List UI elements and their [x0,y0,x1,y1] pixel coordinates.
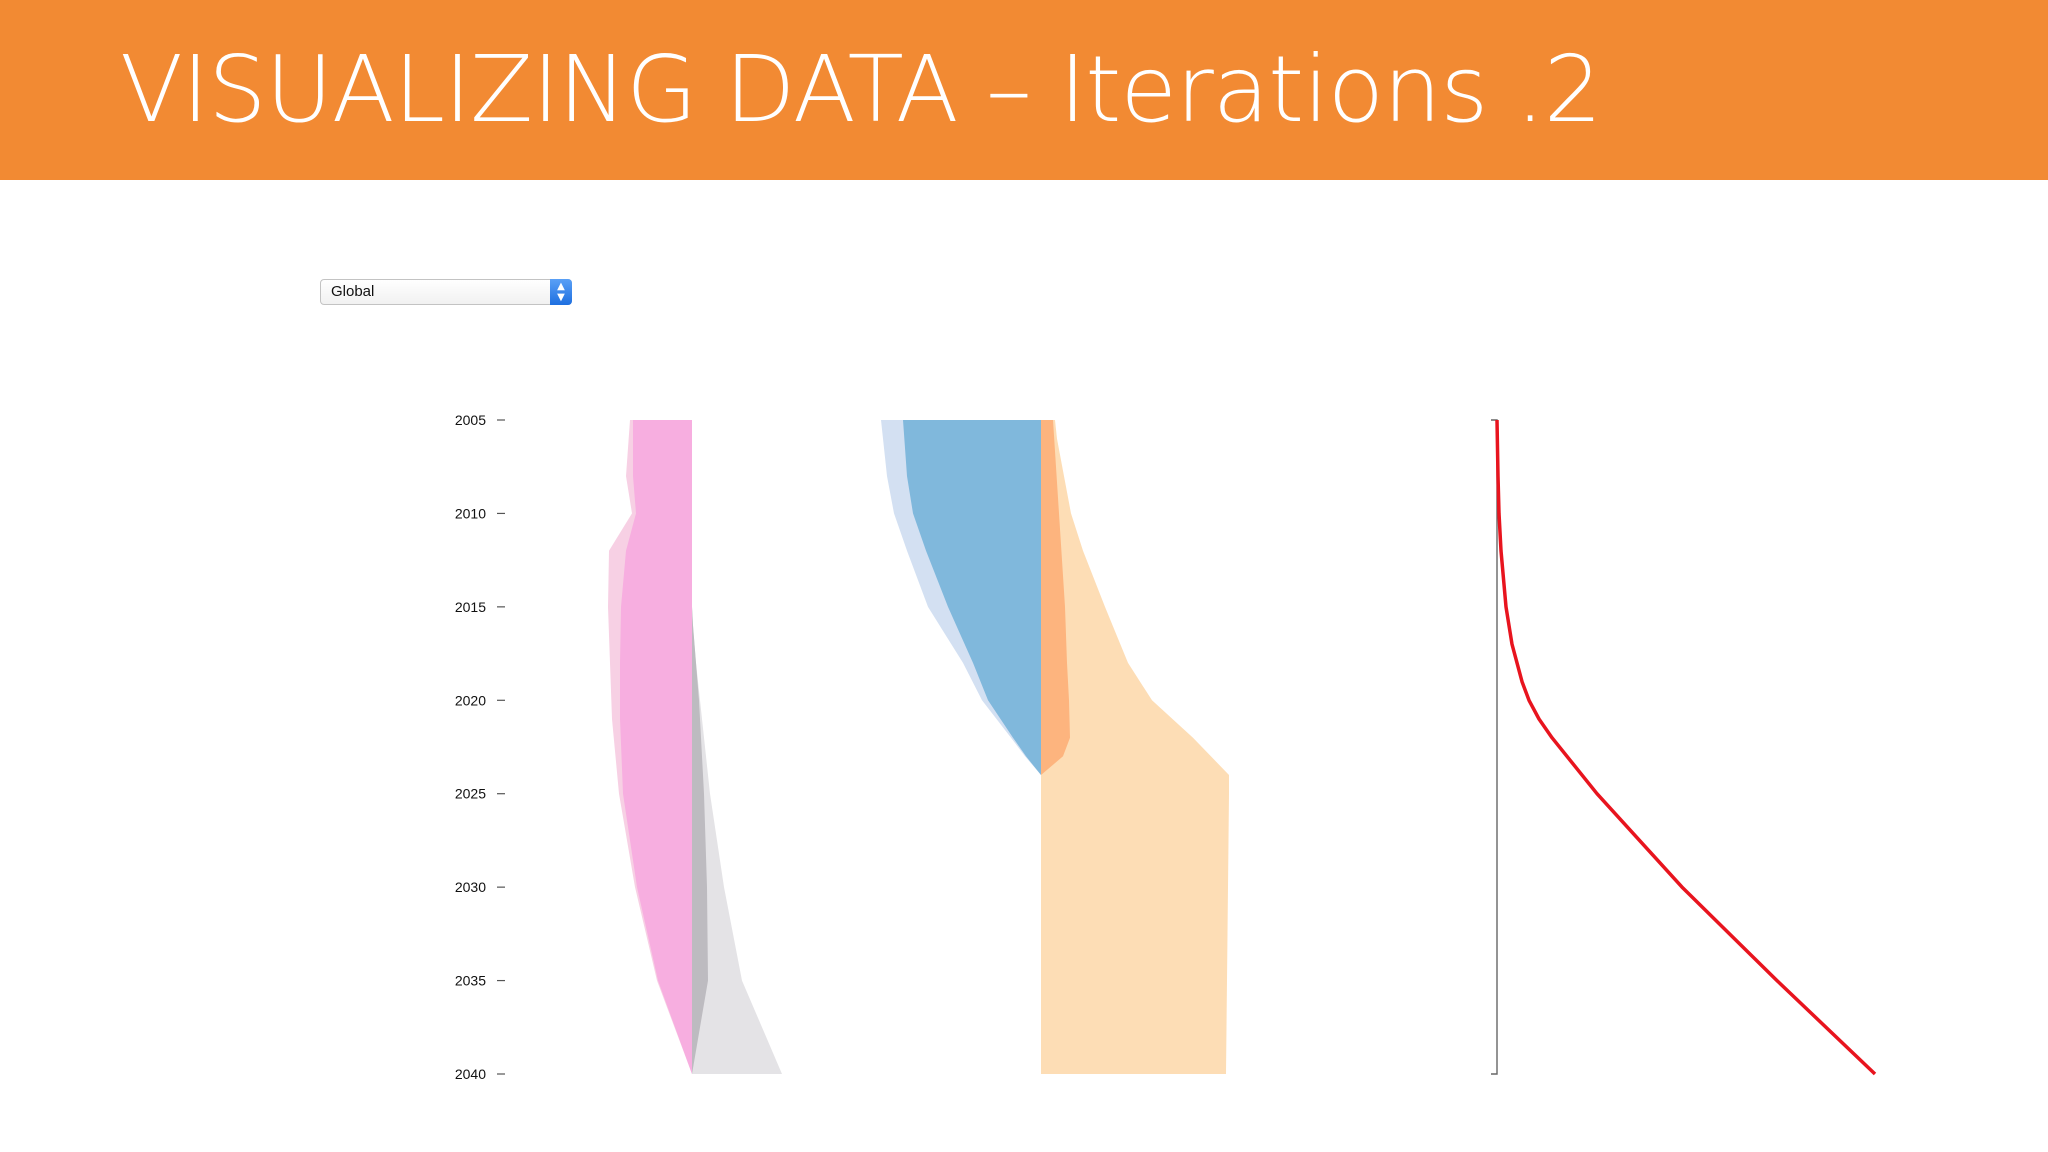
title-banner: VISUALIZING DATA – Iterations .2 [0,0,2048,180]
y-tick-label: 2015 [455,599,486,615]
y-tick-label: 2010 [455,505,486,521]
region-select[interactable]: Global ▲ ▼ [320,279,572,305]
y-tick-label: 2040 [455,1066,486,1082]
area-series [1041,420,1070,775]
y-tick-label: 2005 [455,412,486,428]
region-select-value: Global [331,283,375,300]
area-series [903,420,1041,775]
slide-title: VISUALIZING DATA – Iterations .2 [120,36,1602,143]
y-tick-label: 2025 [455,786,486,802]
line-series [1495,419,1877,1076]
chart-panel-2 [881,420,1229,1074]
chevron-up-down-icon[interactable]: ▲ ▼ [550,279,572,305]
chart-panel-1 [608,420,782,1074]
y-axis: 2005 2010 2015 2020 2025 2030 2035 2040 [455,412,505,1082]
area-series [692,420,782,1074]
area-series [1041,420,1229,1074]
y-tick-label: 2030 [455,879,486,895]
panel-3-axis [1491,419,1498,1075]
area-series [620,420,692,1074]
y-tick-label: 2035 [455,973,486,989]
area-series [692,420,708,1074]
y-tick-label: 2020 [455,692,486,708]
chart-panel-3 [1495,419,1877,1076]
